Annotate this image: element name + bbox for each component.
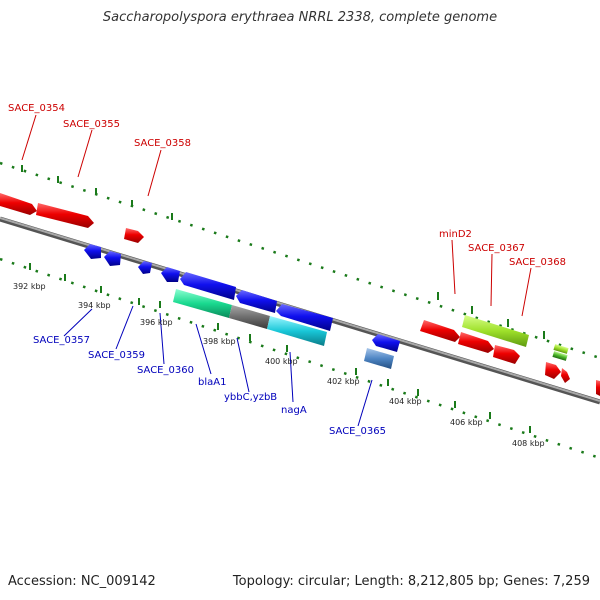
reverse-leader-lines [63, 305, 373, 427]
gene-label-mind2[interactable]: minD2 [439, 229, 472, 240]
gene-arrow-sace-0357[interactable] [104, 251, 121, 266]
gene-label-ybbc-yzbb[interactable]: ybbC,yzbB [224, 392, 277, 403]
gene-small-lime[interactable] [553, 344, 569, 354]
accession-text: Accession: NC_009142 [8, 574, 156, 589]
kbp-label-394: 394 kbp [78, 301, 111, 310]
kbp-label-402: 402 kbp [327, 377, 360, 386]
kbp-label-400: 400 kbp [265, 357, 298, 366]
forward-leader-lines [21, 114, 532, 317]
gene-arrow-sace-0365[interactable] [372, 334, 400, 352]
gene-arrow-blaa1[interactable] [236, 290, 277, 313]
kbp-label-406: 406 kbp [450, 418, 483, 427]
gene-label-naga[interactable]: nagA [281, 405, 307, 416]
gene-bar-sace-0367[interactable] [462, 315, 529, 347]
gene-arrow-sace-0368[interactable] [545, 362, 561, 379]
gene-bar-gray[interactable] [229, 305, 270, 329]
gene-arrow-sace-0354[interactable] [36, 203, 94, 228]
gene-small-green[interactable] [552, 351, 568, 361]
gene-arrow-sace-0356[interactable] [84, 244, 101, 259]
gene-bar-sace-0365[interactable] [364, 348, 394, 369]
gene-label-sace-0367[interactable]: SACE_0367 [468, 243, 525, 254]
gene-bar-teal[interactable] [173, 289, 232, 318]
reverse-tick-track [0, 257, 600, 460]
gene-label-sace-0354[interactable]: SACE_0354 [8, 103, 65, 114]
gene-label-sace-0355[interactable]: SACE_0355 [63, 119, 120, 130]
kbp-label-396: 396 kbp [140, 318, 173, 327]
genome-summary-text: Topology: circular; Length: 8,212,805 bp… [232, 574, 590, 589]
gene-arrow-sace-0353[interactable] [0, 193, 37, 215]
gene-arrow-mind2[interactable] [420, 320, 460, 342]
gene-label-sace-0365[interactable]: SACE_0365 [329, 426, 386, 437]
gene-arrow-sace-0369[interactable] [561, 368, 570, 383]
gene-arrow-sace-0359[interactable] [138, 261, 152, 274]
gene-arrow-sace-0358[interactable] [124, 228, 144, 243]
kbp-label-404: 404 kbp [389, 397, 422, 406]
kbp-label-398: 398 kbp [203, 337, 236, 346]
gene-arrow-sace-0367-red[interactable] [493, 345, 520, 364]
forward-tick-track [0, 161, 600, 360]
kbp-label-392: 392 kbp [13, 282, 46, 291]
major-ticks [21, 165, 545, 433]
gene-bar-nagA[interactable] [267, 316, 327, 346]
gene-arrow-edge-right[interactable] [596, 380, 600, 396]
gene-label-blaa1[interactable]: blaA1 [198, 377, 226, 388]
gene-label-sace-0358[interactable]: SACE_0358 [134, 138, 191, 149]
gene-arrow-ybbc[interactable] [276, 304, 333, 331]
gene-label-sace-0359[interactable]: SACE_0359 [88, 350, 145, 361]
gene-label-sace-0360[interactable]: SACE_0360 [137, 365, 194, 376]
map-title: Saccharopolyspora erythraea NRRL 2338, c… [102, 10, 498, 25]
kbp-label-408: 408 kbp [512, 439, 545, 448]
gene-label-sace-0357[interactable]: SACE_0357 [33, 335, 90, 346]
gene-label-sace-0368[interactable]: SACE_0368 [509, 257, 566, 268]
gene-arrow-blaa1-upper[interactable] [180, 272, 236, 300]
gene-arrow-sace-0366[interactable] [458, 332, 494, 353]
gene-arrow-sace-0360[interactable] [161, 267, 180, 282]
